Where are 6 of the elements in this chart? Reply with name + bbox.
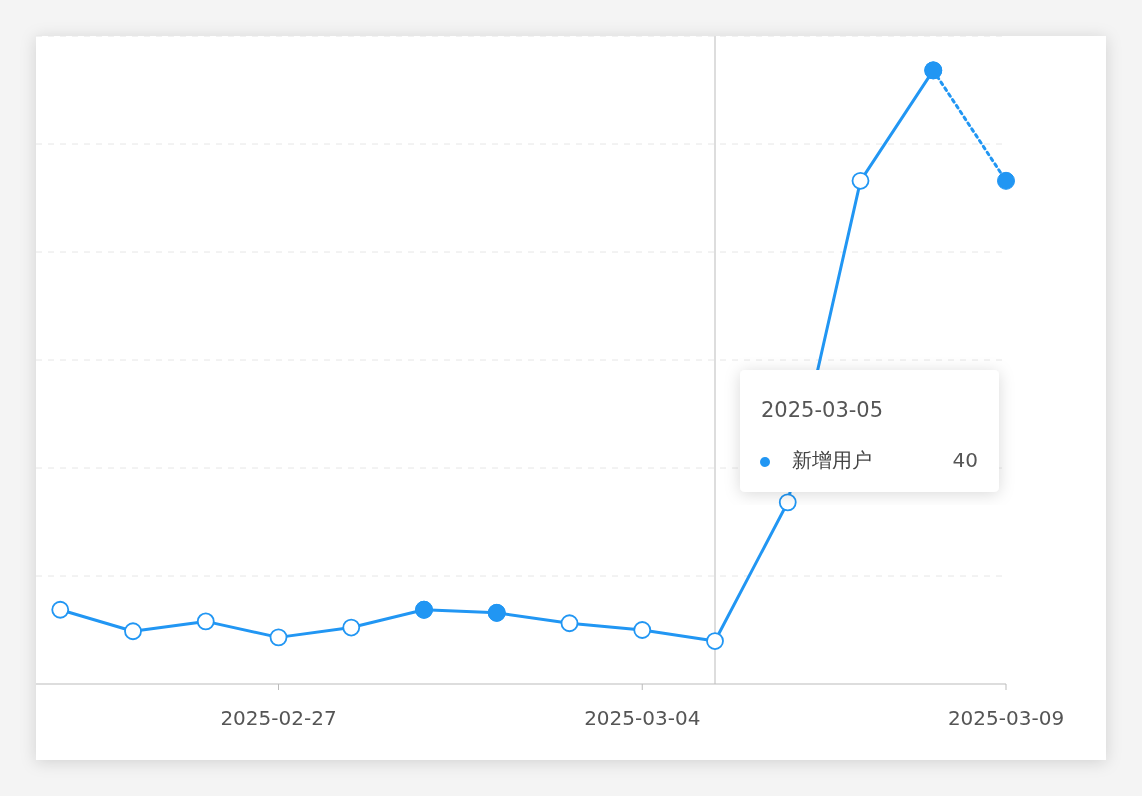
x-tick-label: 2025-03-09	[947, 706, 1065, 730]
annotation: 2025-03-05	[761, 398, 884, 422]
legend-label: 新增用户	[792, 448, 872, 472]
annotation: 40	[952, 448, 978, 472]
x-tick-label: 2025-03-04	[584, 706, 701, 730]
x-tick-label: 2025-02-27	[220, 706, 337, 730]
